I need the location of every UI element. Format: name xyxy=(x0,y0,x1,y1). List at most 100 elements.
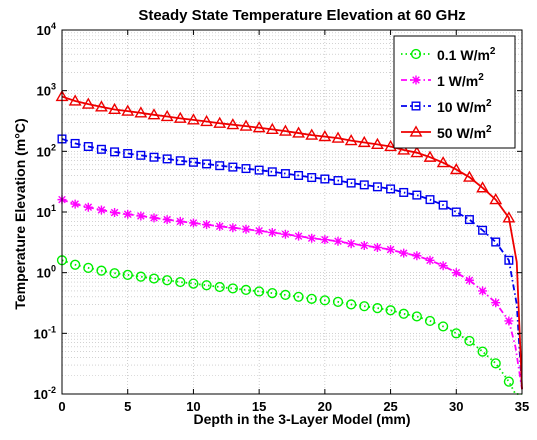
data-point xyxy=(227,283,238,294)
data-point xyxy=(451,268,461,278)
data-point xyxy=(386,245,396,255)
data-point xyxy=(215,221,225,231)
data-point xyxy=(333,176,343,186)
data-point xyxy=(228,162,238,172)
data-point xyxy=(83,202,93,212)
data-point xyxy=(399,187,409,197)
data-point xyxy=(188,218,198,228)
series-circle xyxy=(56,255,522,395)
x-tick-label: 0 xyxy=(58,399,65,414)
data-point xyxy=(371,137,384,150)
y-tick-label: 102 xyxy=(37,142,56,159)
data-point xyxy=(241,224,251,234)
data-point xyxy=(478,286,488,296)
data-point xyxy=(175,156,185,166)
data-point xyxy=(464,335,475,347)
data-point xyxy=(108,102,121,115)
data-point xyxy=(463,170,476,182)
data-point xyxy=(134,106,148,118)
data-point xyxy=(476,181,489,193)
data-point xyxy=(491,298,501,308)
data-point xyxy=(478,225,488,235)
data-point xyxy=(477,346,488,357)
data-point xyxy=(491,237,501,247)
x-tick-label: 15 xyxy=(252,399,266,414)
data-point xyxy=(307,173,317,183)
series-star xyxy=(57,195,523,390)
data-point xyxy=(425,255,435,265)
data-point xyxy=(346,239,356,249)
data-point xyxy=(503,376,514,387)
data-point xyxy=(83,262,94,273)
data-point xyxy=(188,157,198,167)
data-point xyxy=(411,311,422,322)
x-tick-label: 35 xyxy=(515,399,529,414)
legend-item: 50 W/m2 xyxy=(401,124,492,141)
data-point xyxy=(307,233,317,243)
legend-marker xyxy=(409,125,423,137)
data-point xyxy=(215,161,225,171)
legend-marker xyxy=(411,101,421,111)
data-point xyxy=(320,174,330,184)
data-point xyxy=(149,213,159,223)
data-point xyxy=(359,301,370,312)
data-point xyxy=(70,259,81,270)
data-point xyxy=(399,248,409,258)
data-point xyxy=(214,281,225,293)
data-point xyxy=(83,142,93,152)
data-point xyxy=(267,167,277,177)
data-point xyxy=(254,165,264,175)
data-point xyxy=(162,215,172,225)
data-point xyxy=(201,280,212,291)
x-axis-label: Depth in the 3-Layer Model (mm) xyxy=(193,411,410,427)
data-point xyxy=(280,289,291,301)
data-point xyxy=(228,223,238,233)
data-point xyxy=(70,199,80,209)
data-point xyxy=(372,182,382,192)
series-line xyxy=(61,138,523,390)
y-tick-label: 10-2 xyxy=(34,385,56,402)
data-point xyxy=(386,184,396,194)
data-point xyxy=(464,275,474,285)
data-point xyxy=(331,131,345,143)
data-point xyxy=(68,94,82,106)
data-point xyxy=(412,190,422,200)
series-group xyxy=(55,89,523,395)
data-point xyxy=(280,229,290,239)
y-tick-label: 100 xyxy=(37,264,56,281)
data-point xyxy=(346,299,357,310)
y-tick-label: 10-1 xyxy=(34,324,56,341)
data-point xyxy=(136,150,146,160)
data-point xyxy=(187,113,200,125)
data-point xyxy=(202,220,212,230)
y-tick-label: 103 xyxy=(37,82,56,99)
data-point xyxy=(424,315,436,327)
data-point xyxy=(372,303,383,314)
y-tick-label: 101 xyxy=(37,203,56,220)
data-point xyxy=(162,275,173,286)
data-point xyxy=(318,129,332,142)
data-point xyxy=(110,208,120,218)
data-point xyxy=(451,328,462,339)
data-point xyxy=(136,211,146,221)
data-point xyxy=(162,154,172,164)
data-point xyxy=(200,114,213,127)
data-point xyxy=(464,215,474,225)
data-point xyxy=(320,235,330,245)
legend: 0.1 W/m2 1 W/m2 10 W/m2 50 W/m2 xyxy=(393,35,516,149)
data-point xyxy=(160,109,174,122)
legend-marker xyxy=(410,48,422,60)
x-tick-label: 5 xyxy=(124,399,131,414)
data-point xyxy=(436,156,450,168)
legend-item: 0.1 W/m2 xyxy=(401,46,496,63)
legend-label: 50 W/m2 xyxy=(437,124,492,141)
data-point xyxy=(344,134,358,146)
data-point xyxy=(123,149,133,159)
data-point xyxy=(241,164,251,174)
series-line xyxy=(61,95,523,390)
legend-label: 0.1 W/m2 xyxy=(437,46,496,63)
data-point xyxy=(175,276,186,288)
x-tick-label: 20 xyxy=(318,399,332,414)
